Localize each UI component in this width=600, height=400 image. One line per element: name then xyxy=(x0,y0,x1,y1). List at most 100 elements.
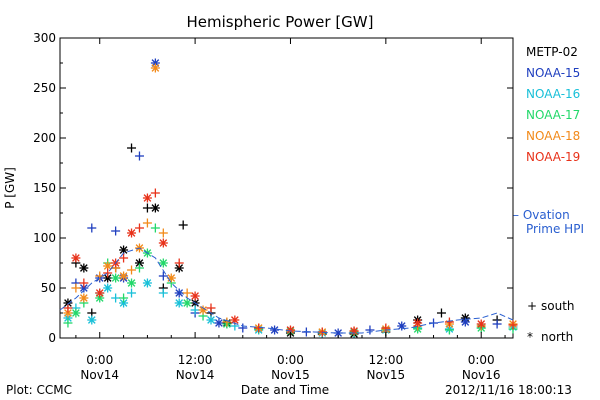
x-tick-sublabel: Nov15 xyxy=(366,368,405,382)
legend-entry: NOAA-19 xyxy=(526,150,580,164)
data-point-noaa-19 xyxy=(206,303,216,313)
point-stroke xyxy=(103,262,112,270)
data-point-noaa-16 xyxy=(190,305,200,315)
x-tick-sublabel: Nov16 xyxy=(462,368,501,382)
data-point-noaa-19 xyxy=(174,258,184,268)
data-point-noaa-15 xyxy=(111,226,121,236)
data-point-noaa-19 xyxy=(142,193,152,203)
point-stroke xyxy=(231,316,239,324)
data-point-noaa-19 xyxy=(190,291,200,301)
point-stroke xyxy=(334,329,342,337)
data-point-noaa-19 xyxy=(150,188,160,198)
point-stroke xyxy=(175,299,184,307)
point-stroke xyxy=(191,292,199,300)
marker-legend-label: south xyxy=(541,299,575,313)
data-point-metp-02 xyxy=(178,220,188,230)
ovation-prime-hpi-line xyxy=(59,247,514,334)
data-point-noaa-17 xyxy=(134,263,144,273)
data-point-noaa-18 xyxy=(119,271,129,281)
data-point-noaa-16 xyxy=(103,283,113,293)
y-tick-label: 250 xyxy=(33,81,56,95)
data-point-noaa-15 xyxy=(365,325,375,335)
point-stroke xyxy=(80,284,88,292)
data-point-noaa-18 xyxy=(182,288,192,298)
data-point-noaa-19 xyxy=(79,278,89,288)
data-point-noaa-19 xyxy=(103,268,113,278)
data-point-noaa-17 xyxy=(119,293,129,303)
data-point-noaa-17 xyxy=(63,318,73,328)
marker-legend-symbol: + xyxy=(527,299,537,313)
point-stroke xyxy=(103,284,112,292)
data-point-noaa-19 xyxy=(134,223,144,233)
data-point-noaa-15 xyxy=(158,271,168,281)
data-point-noaa-19 xyxy=(444,317,454,327)
data-point-noaa-16 xyxy=(174,298,184,308)
data-point-noaa-19 xyxy=(476,319,486,329)
data-point-noaa-17 xyxy=(127,278,137,288)
data-point-noaa-19 xyxy=(508,320,518,330)
y-tick-label: 100 xyxy=(33,231,56,245)
data-point-noaa-19 xyxy=(95,288,105,298)
data-point-noaa-19 xyxy=(381,323,391,333)
x-tick-label: 0:00 xyxy=(277,353,304,367)
data-point-noaa-16 xyxy=(87,315,97,325)
point-stroke xyxy=(159,239,168,247)
point-stroke xyxy=(143,194,152,202)
point-stroke xyxy=(270,326,279,334)
data-point-noaa-18 xyxy=(79,293,89,303)
data-point-noaa-15 xyxy=(238,323,248,333)
data-point-noaa-15 xyxy=(134,151,144,161)
data-point-noaa-17 xyxy=(111,273,121,283)
point-stroke xyxy=(135,259,144,267)
point-stroke xyxy=(199,306,207,314)
point-stroke xyxy=(477,320,486,328)
data-point-metp-02 xyxy=(142,203,152,213)
data-point-noaa-18 xyxy=(142,218,152,228)
data-point-noaa-16 xyxy=(158,288,168,298)
data-point-noaa-17 xyxy=(158,258,168,268)
data-point-noaa-19 xyxy=(413,318,423,328)
point-stroke xyxy=(119,272,128,280)
point-stroke xyxy=(151,64,160,72)
data-point-noaa-15 xyxy=(492,319,502,329)
point-stroke xyxy=(397,322,406,330)
x-tick-sublabel: Nov14 xyxy=(80,368,119,382)
data-point-noaa-17 xyxy=(182,298,192,308)
data-point-metp-02 xyxy=(150,203,160,213)
y-tick-label: 200 xyxy=(33,131,56,145)
data-point-noaa-16 xyxy=(127,288,137,298)
data-point-noaa-17 xyxy=(150,223,160,233)
point-stroke xyxy=(151,204,160,212)
data-point-noaa-19 xyxy=(158,238,168,248)
data-point-metp-02 xyxy=(79,263,89,273)
point-stroke xyxy=(80,264,88,272)
x-tick-label: 0:00 xyxy=(468,353,495,367)
legend-entry: METP-02 xyxy=(526,45,578,59)
legend-ovation-line1: – Ovation xyxy=(513,208,570,222)
data-point-noaa-18 xyxy=(198,305,208,315)
plot-credit: Plot: CCMC xyxy=(6,383,72,397)
point-stroke xyxy=(64,299,72,307)
data-point-noaa-16 xyxy=(206,315,216,325)
point-stroke xyxy=(72,309,80,317)
data-point-noaa-19 xyxy=(119,253,129,263)
y-axis-label: P [GW] xyxy=(3,167,17,209)
y-tick-label: 0 xyxy=(48,331,56,345)
point-stroke xyxy=(461,318,470,326)
data-point-noaa-15 xyxy=(87,223,97,233)
point-stroke xyxy=(286,326,295,334)
data-point-noaa-19 xyxy=(349,326,359,336)
point-stroke xyxy=(64,309,72,317)
data-point-noaa-18 xyxy=(71,283,81,293)
point-stroke xyxy=(175,289,184,297)
data-point-noaa-18 xyxy=(127,265,137,275)
point-stroke xyxy=(95,289,104,297)
x-axis-label: Date and Time xyxy=(241,383,329,397)
y-tick-label: 300 xyxy=(33,31,56,45)
point-stroke xyxy=(119,299,128,307)
legend-entry: NOAA-15 xyxy=(526,66,580,80)
y-tick-label: 50 xyxy=(41,281,56,295)
chart-title: Hemispheric Power [GW] xyxy=(187,13,374,31)
